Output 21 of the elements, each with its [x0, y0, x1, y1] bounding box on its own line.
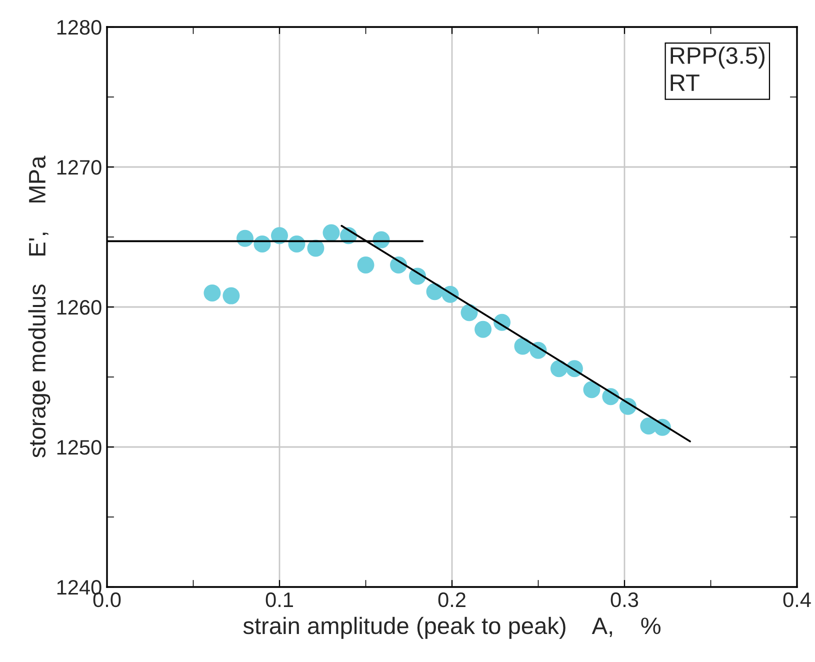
point	[357, 256, 374, 274]
point	[322, 224, 340, 242]
x-tick-label: 0.1	[266, 592, 293, 608]
y-axis-title: storage modulus E', MPa	[28, 156, 50, 458]
x-tick-label: 0.2	[438, 592, 466, 608]
point	[222, 287, 240, 304]
y-tick-label: 1270	[57, 160, 102, 175]
y-tick-label: 1280	[57, 20, 102, 35]
point	[514, 338, 532, 355]
point	[307, 240, 324, 257]
x-axis-title: strain amplitude (peak to peak) A, %	[243, 616, 660, 639]
y-tick-label: 1250	[57, 440, 102, 455]
point	[460, 304, 478, 322]
point	[474, 320, 492, 338]
point	[270, 227, 288, 244]
x-tick-label: 0.3	[610, 592, 638, 608]
point	[583, 381, 600, 398]
point	[204, 284, 221, 302]
y-tick-label: 1260	[57, 300, 102, 315]
annotation: RPP(3.5) RT	[670, 46, 764, 91]
x-tick-label: 0.4	[783, 592, 811, 608]
